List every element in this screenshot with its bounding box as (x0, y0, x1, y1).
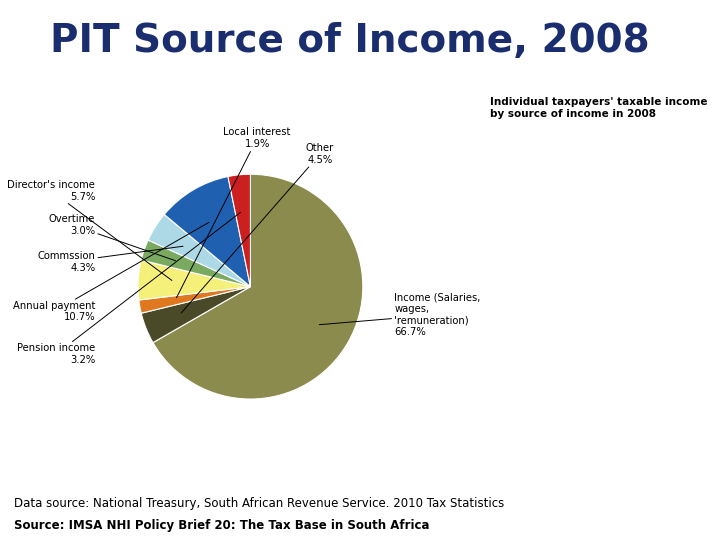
Text: Income (Salaries,
wages,
'remuneration)
66.7%: Income (Salaries, wages, 'remuneration) … (320, 292, 481, 337)
Text: Commssion
4.3%: Commssion 4.3% (37, 246, 183, 273)
Text: Other
4.5%: Other 4.5% (181, 143, 334, 313)
Wedge shape (139, 287, 251, 313)
Text: Annual payment
10.7%: Annual payment 10.7% (13, 222, 209, 322)
Wedge shape (148, 214, 251, 287)
Wedge shape (228, 174, 251, 287)
Text: PIT Source of Income, 2008: PIT Source of Income, 2008 (50, 22, 650, 59)
Text: Pension income
3.2%: Pension income 3.2% (17, 212, 240, 365)
Wedge shape (141, 287, 251, 343)
Wedge shape (138, 260, 251, 300)
Wedge shape (153, 174, 363, 399)
Text: Director's income
5.7%: Director's income 5.7% (7, 180, 172, 280)
Text: Data source: National Treasury, South African Revenue Service. 2010 Tax Statisti: Data source: National Treasury, South Af… (14, 497, 505, 510)
Wedge shape (141, 240, 251, 287)
Text: Overtime
3.0%: Overtime 3.0% (49, 214, 176, 261)
Text: Local interest
1.9%: Local interest 1.9% (176, 127, 291, 298)
Text: Source: IMSA NHI Policy Brief 20: The Tax Base in South Africa: Source: IMSA NHI Policy Brief 20: The Ta… (14, 519, 430, 532)
Wedge shape (164, 177, 251, 287)
Text: Individual taxpayers' taxable income
by source of income in 2008: Individual taxpayers' taxable income by … (490, 97, 707, 119)
